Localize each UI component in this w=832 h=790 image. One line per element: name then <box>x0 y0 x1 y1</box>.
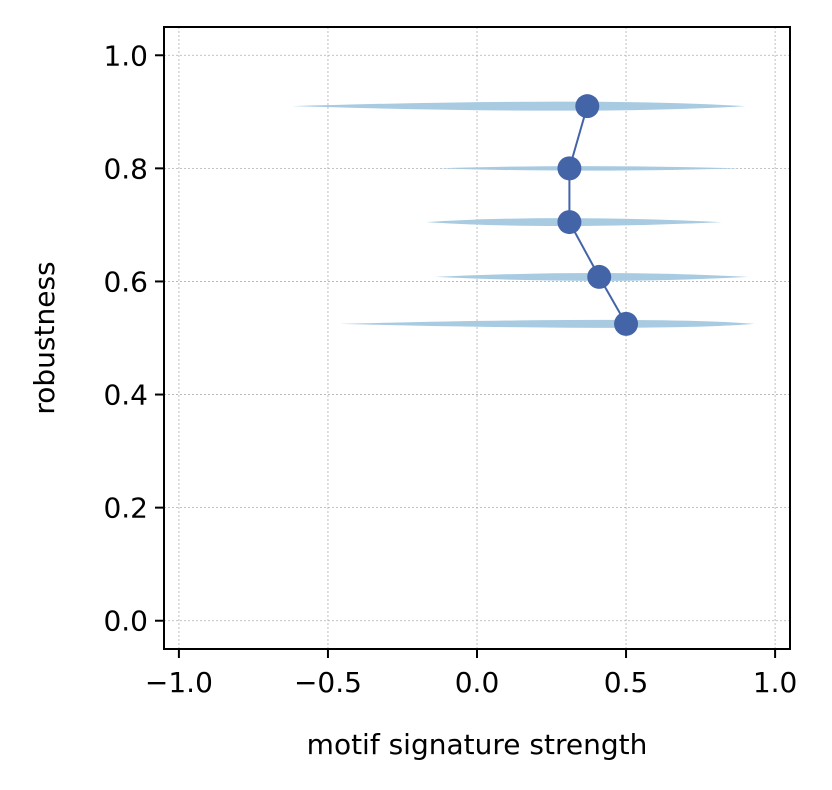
y-tick-label: 0.4 <box>103 379 148 412</box>
x-axis-label: motif signature strength <box>307 728 648 761</box>
x-tick-label: 0.0 <box>455 666 500 699</box>
data-point <box>575 94 599 118</box>
data-point <box>587 265 611 289</box>
data-point <box>557 156 581 180</box>
violins <box>292 102 754 328</box>
y-tick-label: 0.0 <box>103 605 148 638</box>
y-axis-label: robustness <box>28 261 61 414</box>
x-tick-label: 1.0 <box>753 666 798 699</box>
x-tick-label: 0.5 <box>604 666 649 699</box>
violin <box>292 102 745 111</box>
data-point <box>557 210 581 234</box>
violin <box>438 166 742 171</box>
axis-ticks: −1.0 −0.5 0.0 0.5 1.0 0.0 0.2 0.4 0.6 0.8 1.0 <box>103 39 797 699</box>
y-tick-label: 0.8 <box>103 152 148 185</box>
y-tick-label: 0.2 <box>103 492 148 525</box>
y-tick-label: 0.6 <box>103 265 148 298</box>
y-tick-label: 1.0 <box>103 39 148 72</box>
grid <box>164 27 790 649</box>
x-tick-label: −0.5 <box>294 666 362 699</box>
violin <box>340 320 754 328</box>
x-tick-label: −1.0 <box>145 666 213 699</box>
data-point <box>614 312 638 336</box>
